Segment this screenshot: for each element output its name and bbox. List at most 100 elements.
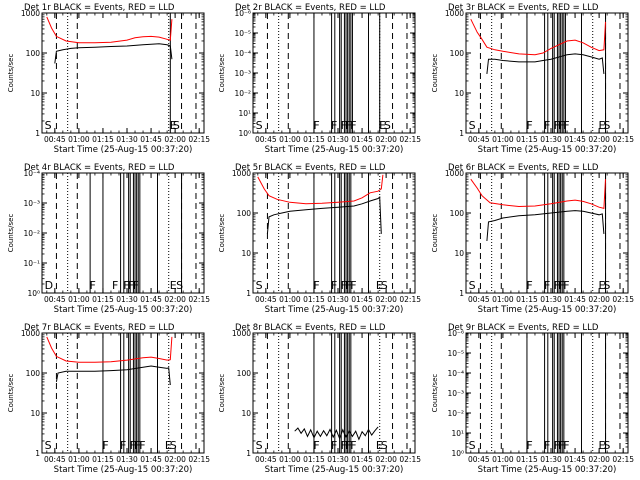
y-tick-label: 10⁻⁵ bbox=[234, 29, 251, 38]
x-tick-label: 00:45 bbox=[255, 455, 277, 464]
panel-title: Det 1r BLACK = Events, RED = LLD bbox=[24, 3, 175, 13]
y-tick-label: 1 bbox=[35, 449, 40, 458]
flag-label: S bbox=[45, 119, 52, 132]
x-tick-label: 01:00 bbox=[492, 135, 514, 144]
lld-series-line bbox=[470, 18, 606, 56]
x-tick-label: 02:00 bbox=[588, 295, 610, 304]
flag-label: S bbox=[176, 279, 183, 292]
y-tick-label: 10 bbox=[30, 409, 40, 418]
flag-label: S bbox=[256, 119, 263, 132]
plot-frame bbox=[41, 172, 205, 294]
x-tick-label: 01:00 bbox=[279, 295, 301, 304]
y-axis-label: Counts/sec bbox=[431, 374, 439, 413]
y-tick-label: 1000 bbox=[232, 329, 251, 338]
x-tick-label: 01:30 bbox=[327, 455, 349, 464]
panel-title: Det 2r BLACK = Events, RED = LLD bbox=[235, 3, 386, 13]
x-tick-label: 01:15 bbox=[92, 295, 114, 304]
flag-label: S bbox=[384, 119, 391, 132]
flag-label: F bbox=[331, 279, 337, 292]
flag-label: F bbox=[120, 439, 126, 452]
y-tick-label: 100 bbox=[237, 369, 252, 378]
flag-label: F bbox=[130, 439, 136, 452]
panel-title: Det 9r BLACK = Events, RED = LLD bbox=[448, 323, 599, 333]
y-tick-label: 10⁻³ bbox=[23, 199, 40, 208]
flag-label: S bbox=[381, 439, 388, 452]
x-tick-label: 02:00 bbox=[164, 455, 186, 464]
y-tick-label: 10⁻⁴ bbox=[234, 49, 251, 58]
flag-label: F bbox=[526, 119, 532, 132]
flag-label: F bbox=[554, 119, 560, 132]
panel-title: Det 6r BLACK = Events, RED = LLD bbox=[448, 163, 599, 173]
x-tick-label: 02:15 bbox=[188, 455, 210, 464]
panel-title: Det 5r BLACK = Events, RED = LLD bbox=[235, 163, 386, 173]
flag-label: F bbox=[112, 279, 118, 292]
flag-label: E bbox=[376, 279, 383, 292]
events-series-line bbox=[266, 196, 382, 234]
x-tick-label: 01:00 bbox=[68, 135, 90, 144]
flag-label: E bbox=[599, 279, 606, 292]
x-tick-label: 01:15 bbox=[303, 455, 325, 464]
y-tick-label: 100 bbox=[450, 209, 465, 218]
x-tick-label: 01:00 bbox=[279, 455, 301, 464]
flag-label: F bbox=[341, 439, 347, 452]
x-axis-label: Start Time (25-Aug-15 00:37:20) bbox=[478, 145, 617, 155]
x-axis-label: Start Time (25-Aug-15 00:37:20) bbox=[54, 145, 193, 155]
x-tick-label: 02:00 bbox=[588, 135, 610, 144]
flag-label: F bbox=[563, 279, 569, 292]
flag-label: F bbox=[133, 279, 139, 292]
plot-frame bbox=[465, 332, 629, 454]
y-tick-label: 1 bbox=[246, 449, 251, 458]
flag-label: E bbox=[599, 119, 606, 132]
y-tick-label: 10⁻⁶ bbox=[447, 329, 464, 338]
x-tick-label: 02:00 bbox=[375, 455, 397, 464]
flag-label: E bbox=[170, 119, 177, 132]
flag-label: F bbox=[554, 279, 560, 292]
y-tick-label: 1000 bbox=[232, 169, 251, 178]
y-tick-label: 1 bbox=[246, 289, 251, 298]
flag-label: S bbox=[256, 439, 263, 452]
y-axis-label: Counts/sec bbox=[218, 374, 226, 413]
y-tick-label: 10⁻² bbox=[234, 89, 251, 98]
x-axis-label: Start Time (25-Aug-15 00:37:20) bbox=[54, 305, 193, 315]
flag-label: S bbox=[469, 439, 476, 452]
x-tick-label: 01:45 bbox=[140, 295, 162, 304]
flag-label: F bbox=[350, 279, 356, 292]
y-tick-label: 10¹ bbox=[238, 109, 251, 118]
x-tick-label: 01:45 bbox=[140, 135, 162, 144]
x-tick-label: 01:30 bbox=[540, 455, 562, 464]
flag-label: F bbox=[554, 439, 560, 452]
x-axis-label: Start Time (25-Aug-15 00:37:20) bbox=[54, 465, 193, 475]
lld-series-line bbox=[257, 174, 384, 205]
flag-label: F bbox=[558, 279, 564, 292]
flag-label: F bbox=[563, 439, 569, 452]
flag-label: S bbox=[381, 279, 388, 292]
x-tick-label: 00:45 bbox=[255, 295, 277, 304]
flag-label: E bbox=[165, 439, 172, 452]
y-axis-label: Counts/sec bbox=[7, 54, 15, 93]
flag-label: D bbox=[45, 279, 53, 292]
y-tick-label: 10 bbox=[454, 89, 464, 98]
y-tick-label: 10⁰ bbox=[451, 449, 464, 458]
x-tick-label: 01:00 bbox=[68, 455, 90, 464]
x-axis-label: Start Time (25-Aug-15 00:37:20) bbox=[478, 465, 617, 475]
flag-label: F bbox=[350, 439, 356, 452]
panel-title: Det 7r BLACK = Events, RED = LLD bbox=[24, 323, 175, 333]
y-tick-label: 100 bbox=[450, 49, 465, 58]
x-axis-label: Start Time (25-Aug-15 00:37:20) bbox=[265, 145, 404, 155]
y-tick-label: 10⁻³ bbox=[447, 389, 464, 398]
x-tick-label: 01:30 bbox=[327, 135, 349, 144]
x-tick-label: 01:45 bbox=[351, 135, 373, 144]
y-tick-label: 10 bbox=[30, 89, 40, 98]
flag-label: F bbox=[331, 119, 337, 132]
flag-label: F bbox=[128, 279, 134, 292]
events-series-line bbox=[486, 210, 605, 242]
x-tick-label: 01:15 bbox=[516, 455, 538, 464]
y-axis-label: Counts/sec bbox=[218, 214, 226, 253]
y-tick-label: 1 bbox=[35, 129, 40, 138]
y-tick-label: 1000 bbox=[445, 9, 464, 18]
flag-label: F bbox=[123, 279, 129, 292]
x-tick-label: 01:15 bbox=[516, 135, 538, 144]
